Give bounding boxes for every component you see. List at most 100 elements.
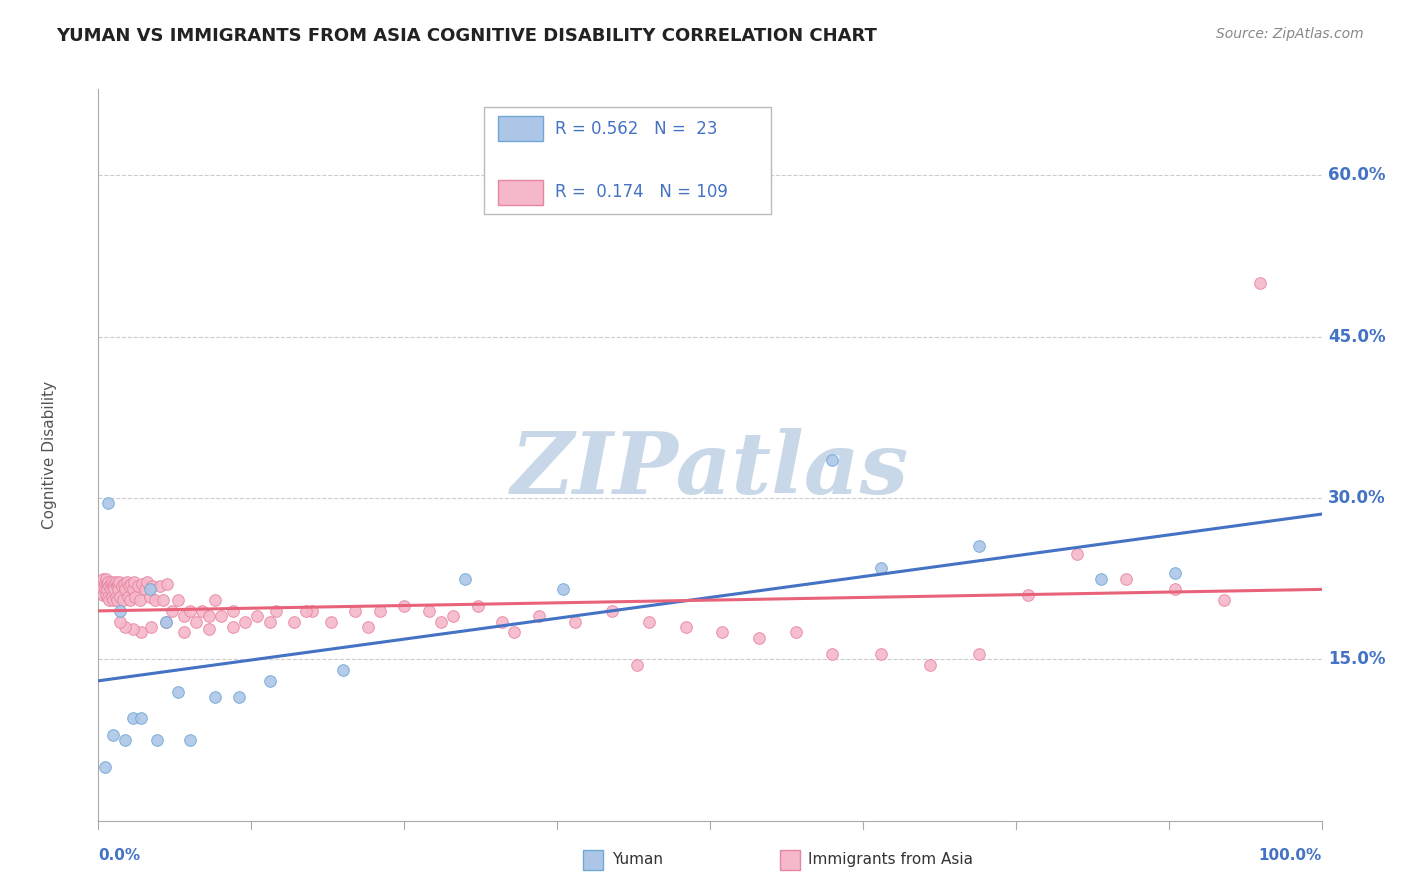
- Point: [1212, 593, 1234, 607]
- Point: [179, 733, 201, 747]
- Point: [134, 582, 156, 597]
- Point: [491, 615, 513, 629]
- Point: [122, 574, 145, 589]
- Point: [110, 615, 132, 629]
- Point: [104, 590, 127, 604]
- Point: [129, 593, 152, 607]
- Point: [114, 582, 136, 597]
- Point: [564, 615, 586, 629]
- Point: [222, 620, 245, 634]
- Text: R =  0.174   N = 109: R = 0.174 N = 109: [555, 184, 728, 202]
- Point: [1066, 547, 1088, 561]
- Point: [98, 593, 121, 607]
- Text: 100.0%: 100.0%: [1258, 847, 1322, 863]
- Point: [131, 577, 153, 591]
- Point: [104, 574, 127, 589]
- Point: [295, 604, 318, 618]
- Point: [139, 590, 162, 604]
- Point: [107, 577, 129, 591]
- FancyBboxPatch shape: [498, 180, 543, 205]
- Point: [264, 604, 287, 618]
- Text: 15.0%: 15.0%: [1327, 650, 1385, 668]
- Point: [186, 615, 208, 629]
- Point: [1164, 566, 1187, 581]
- Point: [112, 577, 135, 591]
- Point: [467, 599, 489, 613]
- Point: [103, 582, 125, 597]
- Point: [101, 574, 124, 589]
- Point: [1115, 572, 1137, 586]
- Point: [90, 577, 112, 591]
- Point: [111, 593, 134, 607]
- Point: [121, 582, 143, 597]
- Point: [430, 615, 453, 629]
- Point: [96, 577, 118, 591]
- Point: [259, 615, 281, 629]
- FancyBboxPatch shape: [484, 108, 772, 213]
- Point: [101, 593, 124, 607]
- Point: [246, 609, 269, 624]
- Point: [301, 604, 323, 618]
- Point: [121, 711, 143, 725]
- Point: [160, 604, 183, 618]
- Point: [319, 615, 342, 629]
- Point: [121, 622, 143, 636]
- Point: [870, 647, 893, 661]
- Point: [228, 690, 250, 704]
- FancyBboxPatch shape: [498, 116, 543, 141]
- Point: [600, 604, 623, 618]
- Text: YUMAN VS IMMIGRANTS FROM ASIA COGNITIVE DISABILITY CORRELATION CHART: YUMAN VS IMMIGRANTS FROM ASIA COGNITIVE …: [56, 27, 877, 45]
- Point: [233, 615, 256, 629]
- Point: [527, 609, 550, 624]
- Point: [100, 577, 122, 591]
- Point: [155, 615, 177, 629]
- Point: [441, 609, 464, 624]
- Point: [97, 590, 120, 604]
- Point: [967, 647, 990, 661]
- Text: 0.0%: 0.0%: [98, 847, 141, 863]
- Point: [418, 604, 440, 618]
- Point: [344, 604, 367, 618]
- Text: Source: ZipAtlas.com: Source: ZipAtlas.com: [1216, 27, 1364, 41]
- Point: [101, 579, 124, 593]
- Point: [637, 615, 661, 629]
- Point: [120, 577, 142, 591]
- Point: [105, 579, 128, 593]
- Text: Yuman: Yuman: [612, 853, 662, 867]
- Text: 30.0%: 30.0%: [1327, 489, 1385, 507]
- Text: 45.0%: 45.0%: [1327, 327, 1385, 345]
- Point: [129, 711, 152, 725]
- Point: [139, 620, 162, 634]
- Point: [222, 604, 245, 618]
- Point: [332, 663, 354, 677]
- Point: [141, 579, 163, 593]
- Point: [114, 620, 136, 634]
- Point: [97, 574, 120, 589]
- Point: [114, 733, 136, 747]
- Point: [117, 590, 139, 604]
- Point: [209, 609, 232, 624]
- Point: [167, 684, 190, 698]
- Point: [97, 496, 120, 510]
- Point: [392, 599, 416, 613]
- Point: [1249, 276, 1271, 290]
- Point: [173, 609, 195, 624]
- Point: [120, 593, 142, 607]
- Point: [173, 625, 195, 640]
- Point: [920, 657, 942, 672]
- Point: [93, 760, 115, 774]
- Point: [204, 690, 226, 704]
- Point: [91, 572, 114, 586]
- Point: [101, 590, 124, 604]
- Point: [91, 588, 114, 602]
- Point: [136, 574, 159, 589]
- Point: [503, 625, 526, 640]
- Point: [105, 593, 128, 607]
- Point: [1017, 588, 1039, 602]
- Point: [101, 728, 124, 742]
- Point: [967, 539, 990, 553]
- Point: [191, 604, 214, 618]
- Text: ZIPatlas: ZIPatlas: [510, 428, 910, 511]
- Point: [711, 625, 734, 640]
- Text: Cognitive Disability: Cognitive Disability: [42, 381, 58, 529]
